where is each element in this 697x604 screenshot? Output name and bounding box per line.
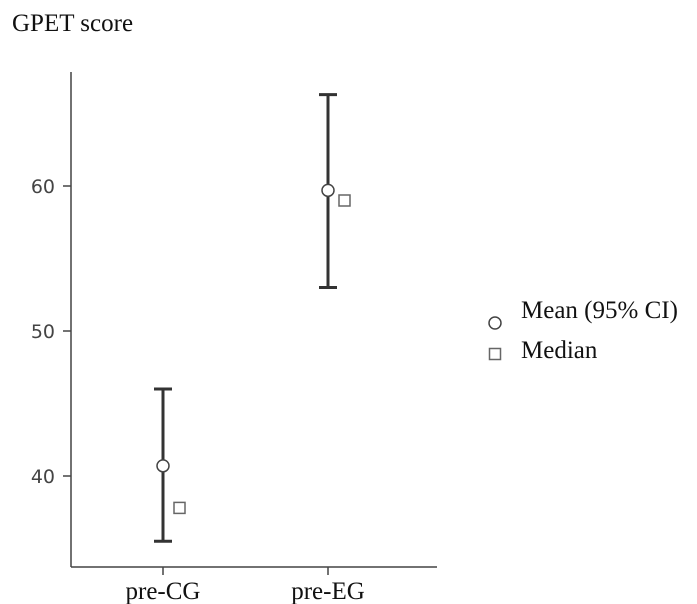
legend: Mean (95% CI) Median — [488, 297, 678, 364]
legend-mean-label: Mean (95% CI) — [521, 297, 678, 324]
mean-point — [156, 459, 170, 473]
y-tick-label: 40 — [31, 466, 55, 488]
y-tick-label: 60 — [31, 176, 55, 198]
x-tick-label: pre-CG — [126, 578, 201, 604]
chart-title: GPET score — [12, 10, 134, 37]
y-tick-label: 50 — [31, 321, 55, 343]
mean-point — [321, 183, 335, 198]
median-point — [173, 501, 186, 515]
chart-marks — [154, 93, 351, 543]
x-tick-label: pre-EG — [291, 578, 365, 604]
legend-mean-marker — [488, 316, 502, 330]
legend-median-label: Median — [521, 337, 598, 364]
median-point — [338, 194, 351, 207]
legend-median-marker — [488, 347, 502, 361]
axes: 40 50 60 pre-CG pre-EG — [31, 72, 437, 604]
